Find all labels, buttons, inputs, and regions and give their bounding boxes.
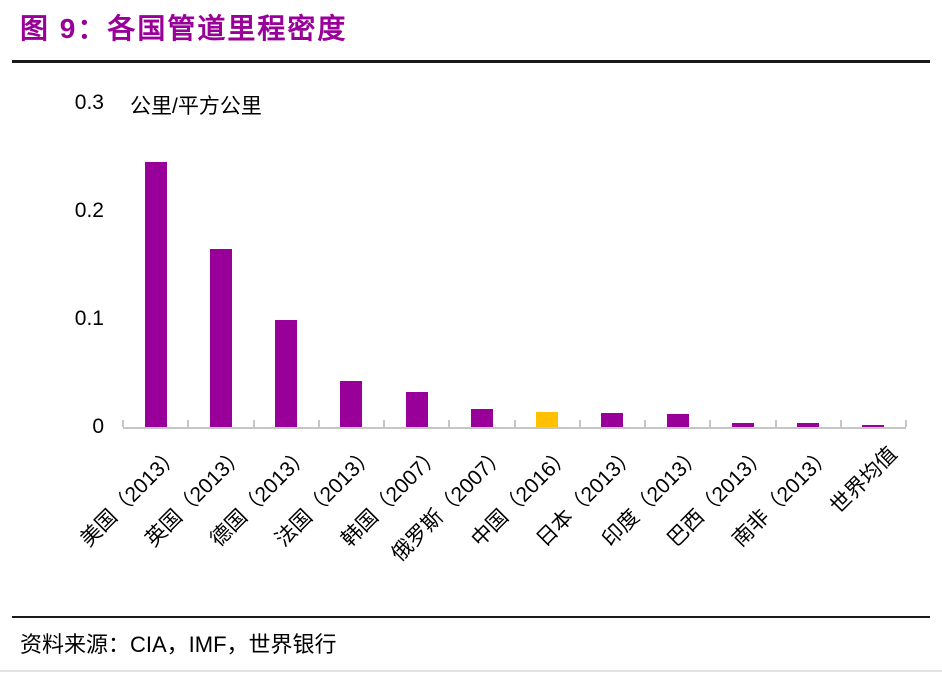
bar — [666, 414, 689, 427]
x-axis-tick-mark — [839, 420, 842, 427]
title-divider — [12, 60, 930, 63]
x-axis-category-label: 世界均值 — [826, 442, 903, 519]
bar — [862, 425, 885, 427]
x-axis-tick-mark — [187, 420, 190, 427]
x-axis-tick-mark — [644, 420, 646, 427]
x-axis-tick-mark — [774, 420, 777, 427]
source-divider — [12, 616, 930, 618]
bar — [470, 409, 493, 427]
x-axis-tick-mark — [513, 420, 516, 427]
x-axis-tick-mark — [383, 420, 385, 427]
bar — [797, 423, 820, 427]
figure-title: 图 9：各国管道里程密度 — [20, 13, 348, 44]
y-axis-tick-label: 0.1 — [74, 307, 104, 330]
bar — [340, 381, 363, 427]
source-text: 资料来源：CIA，IMF，世界银行 — [20, 632, 337, 657]
y-axis-tick-label: 0.3 — [74, 91, 104, 114]
x-axis-tick-mark — [122, 420, 124, 427]
x-axis-tick-mark — [578, 420, 581, 427]
bar — [405, 392, 428, 427]
y-axis-unit-label: 公里/平方公里 — [130, 95, 262, 118]
y-axis-tick-label: 0.2 — [74, 199, 104, 222]
x-axis-line — [123, 427, 906, 429]
x-axis-tick-mark — [448, 420, 451, 427]
y-axis-tick-label: 0 — [92, 415, 104, 438]
bar — [144, 162, 167, 427]
x-axis-tick-mark — [905, 420, 907, 427]
bar-highlighted — [536, 412, 559, 427]
page-bottom-edge — [0, 670, 942, 672]
bar — [209, 249, 232, 427]
bar — [731, 423, 754, 427]
x-axis-tick-mark — [317, 420, 320, 427]
x-axis-tick-mark — [709, 420, 712, 427]
bar — [601, 413, 624, 427]
x-axis-tick-mark — [252, 420, 255, 427]
bar — [275, 320, 298, 427]
